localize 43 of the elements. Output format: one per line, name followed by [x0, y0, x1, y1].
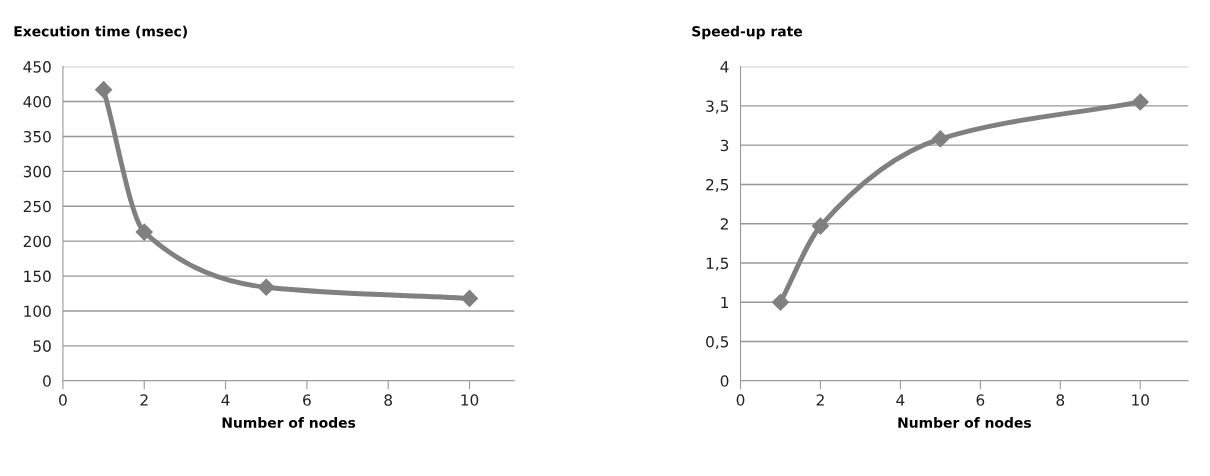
x-tick-label: 10 [1132, 394, 1149, 406]
y-tick-label: 150 [24, 270, 51, 283]
y-tick-label: 2 [720, 218, 728, 230]
x-axis-title: Number of nodes [898, 417, 1031, 428]
x-tick-label: 4 [896, 394, 905, 406]
x-tick-label: 8 [1056, 394, 1065, 406]
point [95, 81, 113, 99]
y-tick-label: 3 [720, 139, 729, 152]
y-tick-label: 400 [23, 96, 51, 108]
x-tick-label: 4 [221, 394, 230, 406]
chart-title: Execution time (msec) [14, 25, 187, 39]
x-tick-label: 6 [303, 394, 311, 406]
point [257, 278, 275, 296]
x-tick-label: 8 [384, 394, 393, 406]
y-tick-label: 350 [23, 130, 51, 143]
y-tick-label: 0,5 [706, 336, 729, 350]
y-tick-label: 0 [720, 375, 729, 387]
point [931, 130, 949, 148]
y-tick-label: 50 [33, 340, 51, 352]
y-tick-label: 1,5 [706, 257, 729, 271]
y-tick-label: 250 [23, 200, 51, 213]
x-tick-label: 10 [461, 394, 479, 406]
point [811, 217, 830, 235]
y-tick-label: 450 [23, 61, 51, 73]
point [771, 293, 790, 311]
y-tick-label: 300 [23, 165, 51, 178]
x-tick-label: 6 [976, 394, 985, 406]
y-tick-label: 0 [43, 375, 51, 387]
x-tick-label: 2 [140, 394, 148, 406]
y-tick-label: 3,5 [706, 100, 729, 114]
point [460, 289, 479, 307]
x-tick-label: 0 [736, 394, 745, 406]
x-tick-label: 0 [59, 394, 67, 406]
y-tick-label: 100 [24, 305, 51, 318]
y-tick-label: 4 [720, 61, 729, 73]
y-tick-label: 2,5 [706, 178, 729, 193]
chart-title: Speed-up rate [692, 25, 803, 40]
point [1131, 93, 1149, 111]
x-tick-label: 2 [816, 394, 824, 406]
x-axis-title: Number of nodes [222, 417, 356, 428]
y-tick-label: 1 [721, 296, 728, 309]
point [135, 223, 153, 241]
y-tick-label: 200 [23, 235, 51, 248]
